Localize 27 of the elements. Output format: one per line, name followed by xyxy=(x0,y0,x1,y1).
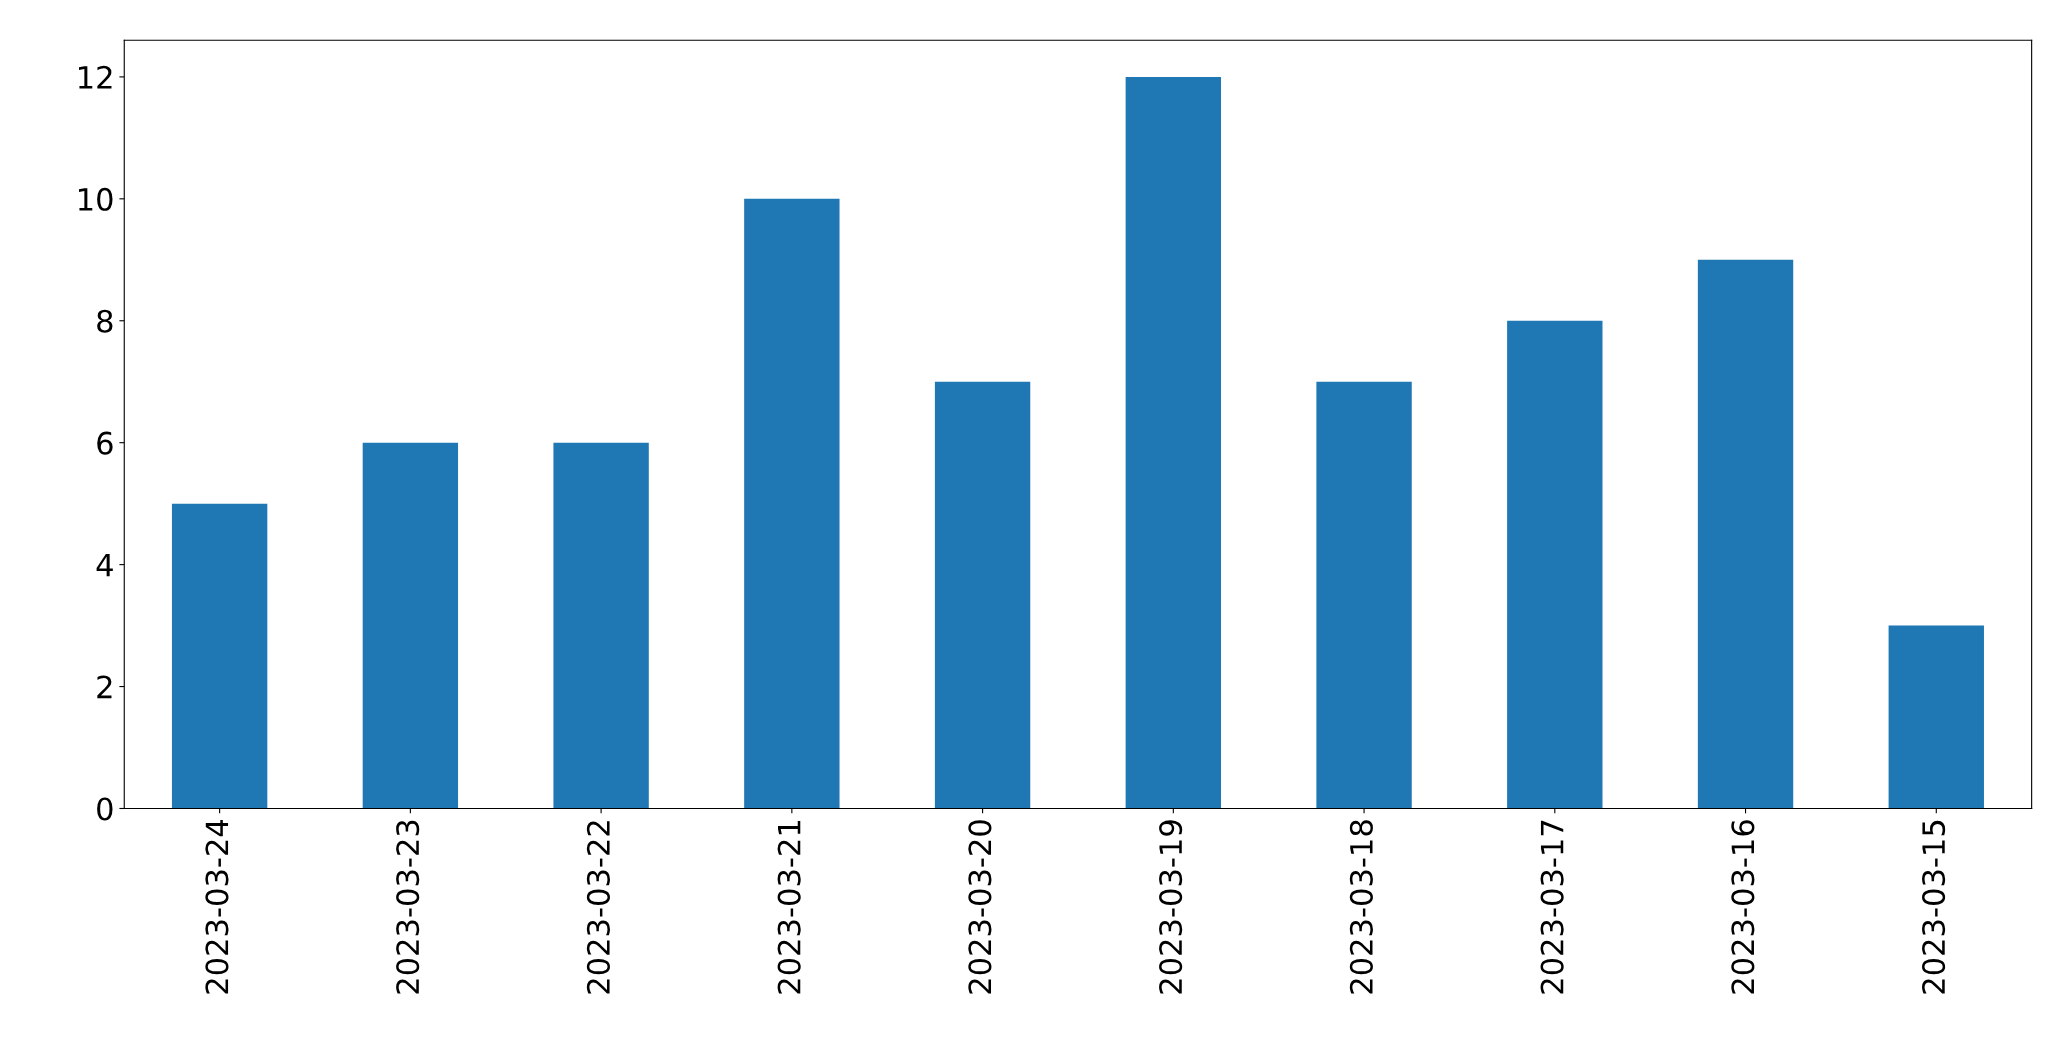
x-tick-label: 2023-03-21 xyxy=(777,821,801,994)
y-tick-label: 12 xyxy=(79,65,112,89)
bar xyxy=(171,503,268,809)
bar xyxy=(744,198,840,809)
bar xyxy=(1316,381,1412,809)
x-tick-label: 2023-03-20 xyxy=(968,820,992,994)
y-tick-label: 0 xyxy=(97,797,113,821)
bar xyxy=(553,442,649,809)
bar xyxy=(1888,625,1984,809)
bar xyxy=(362,442,459,809)
bar xyxy=(1697,259,1794,809)
x-tick-label: 2023-03-18 xyxy=(1349,820,1373,994)
y-tick-label: 2 xyxy=(97,675,112,699)
x-tick-label: 2023-03-15 xyxy=(1922,820,1946,994)
x-tick-label: 2023-03-24 xyxy=(205,819,229,994)
x-tick-label: 2023-03-23 xyxy=(396,820,420,994)
y-tick-label: 4 xyxy=(96,553,113,577)
y-tick-label: 10 xyxy=(79,187,113,211)
x-tick-label: 2023-03-19 xyxy=(1159,820,1183,994)
x-tick-label: 2023-03-17 xyxy=(1540,820,1564,994)
bar xyxy=(1125,76,1222,809)
bar xyxy=(1507,320,1603,809)
x-tick-label: 2023-03-22 xyxy=(586,821,610,994)
y-tick-label: 8 xyxy=(97,309,113,333)
bar xyxy=(934,381,1031,809)
x-tick-label: 2023-03-16 xyxy=(1731,820,1755,994)
y-tick-label: 6 xyxy=(97,431,113,455)
